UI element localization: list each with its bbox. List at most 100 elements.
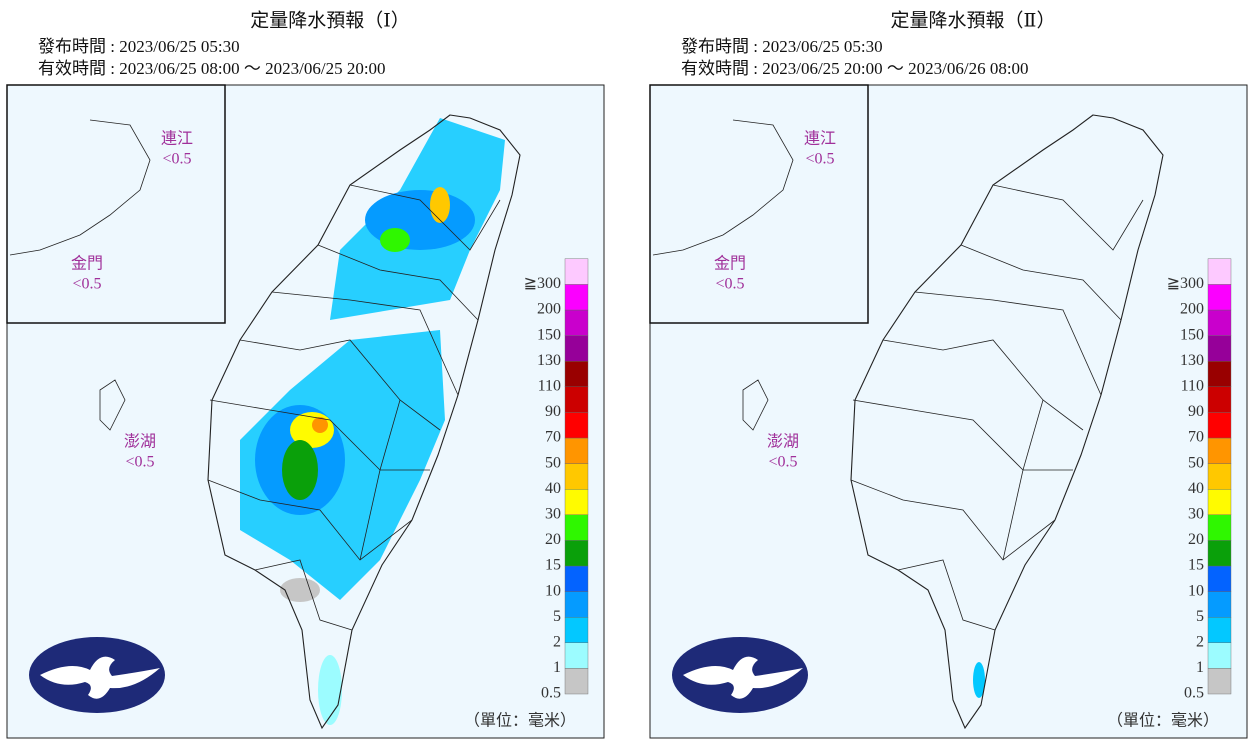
legend-swatch <box>564 412 589 439</box>
legend-swatch <box>1207 489 1232 516</box>
legend-label: 50 <box>1188 454 1204 471</box>
legend-swatch <box>1207 412 1232 439</box>
valid-time: 有效時間 : 2023/06/25 08:00 ～ 2023/06/25 20:… <box>38 59 386 78</box>
legend-swatch <box>1207 361 1232 388</box>
island-name: 澎湖 <box>124 433 156 451</box>
island-name: 金門 <box>71 255 103 273</box>
county-border <box>882 339 1084 431</box>
legend-label: 40 <box>545 480 561 497</box>
legend-swatch <box>564 540 589 567</box>
county-border <box>359 399 401 561</box>
page-title: 定量降水預報（Ⅱ） <box>891 9 1056 31</box>
legend-label: 90 <box>545 403 561 420</box>
legend-label: 50 <box>545 454 561 471</box>
county-border <box>852 399 1073 471</box>
island-value: <0.5 <box>715 276 744 293</box>
legend-label: 5 <box>553 608 561 625</box>
island-name: 連江 <box>804 130 836 148</box>
county-border <box>1002 399 1044 561</box>
county-border <box>992 184 1144 251</box>
legend-swatch <box>564 361 589 388</box>
inset-frame <box>649 84 869 324</box>
legend-swatch <box>1207 617 1232 644</box>
legend-label: 30 <box>1188 505 1204 522</box>
inset-coast <box>652 119 794 256</box>
legend-label: ≧300 <box>1167 275 1204 292</box>
legend-swatch <box>564 591 589 618</box>
legend-swatch <box>1207 309 1232 336</box>
legend-label: 30 <box>545 505 561 522</box>
rain-blobs <box>973 662 985 698</box>
legend-swatch <box>1207 258 1232 285</box>
penghu <box>742 379 769 431</box>
legend-swatch <box>1207 668 1232 695</box>
legend-label: 200 <box>1180 301 1204 318</box>
legend-label: 15 <box>1188 557 1204 574</box>
legend-swatch <box>1207 540 1232 567</box>
legend-label: 110 <box>1181 377 1204 394</box>
legend-swatch <box>564 309 589 336</box>
legend-label: 130 <box>537 352 561 369</box>
legend-swatch <box>564 489 589 516</box>
island-name: 澎湖 <box>767 433 799 451</box>
county-border <box>914 291 1102 396</box>
legend-swatch <box>564 386 589 413</box>
legend-swatch <box>564 258 589 285</box>
legend-label: 10 <box>545 582 561 599</box>
legend-label: 40 <box>1188 480 1204 497</box>
island-name: 連江 <box>161 130 193 148</box>
legend-swatch <box>564 463 589 490</box>
county-border <box>897 559 996 631</box>
legend-swatch <box>564 514 589 541</box>
county-border <box>207 479 413 561</box>
island-value: <0.5 <box>125 454 154 471</box>
legend-swatch <box>564 437 589 464</box>
county-border <box>317 244 479 321</box>
legend-swatch <box>1207 514 1232 541</box>
legend-swatch <box>564 565 589 592</box>
coastline <box>850 114 1164 730</box>
county-border <box>254 559 353 631</box>
island-name: 金門 <box>714 255 746 273</box>
legend-label: 70 <box>1188 429 1204 446</box>
island-value: <0.5 <box>162 151 191 168</box>
legend-swatch <box>1207 565 1232 592</box>
legend-swatch <box>1207 437 1232 464</box>
legend-label: 150 <box>1180 326 1204 343</box>
legend-label: 5 <box>1196 608 1204 625</box>
legend-label: 200 <box>537 301 561 318</box>
logo-swirl <box>683 656 803 699</box>
legend-swatch <box>1207 284 1232 311</box>
legend-label: 20 <box>1188 531 1204 548</box>
legend-swatch <box>1207 642 1232 669</box>
legend-label: 1 <box>1196 659 1204 676</box>
legend-swatch <box>564 335 589 362</box>
coastline <box>207 114 521 730</box>
legend-swatch <box>1207 463 1232 490</box>
island-value: <0.5 <box>768 454 797 471</box>
rain-blobs <box>240 118 505 725</box>
legend-swatch <box>1207 335 1232 362</box>
legend-swatch <box>564 617 589 644</box>
island-value: <0.5 <box>72 276 101 293</box>
legend-label: 70 <box>545 429 561 446</box>
legend-swatch <box>564 284 589 311</box>
island-value: <0.5 <box>805 151 834 168</box>
county-border <box>239 339 441 431</box>
legend-label: ≧300 <box>524 275 561 292</box>
county-border <box>850 479 1056 561</box>
county-border <box>209 399 430 471</box>
legend-label: 15 <box>545 557 561 574</box>
legend-label: 0.5 <box>541 685 561 702</box>
panel: 定量降水預報（Ⅱ） 發布時間 : 2023/06/25 05:30 有效時間 : 2… <box>649 9 1248 739</box>
legend-label: 0.5 <box>1184 685 1204 702</box>
inset-coast <box>9 119 151 256</box>
legend-swatch <box>564 668 589 695</box>
county-border <box>271 291 459 396</box>
unit-label: （單位：毫米） <box>1107 711 1219 730</box>
legend-swatch <box>1207 591 1232 618</box>
legend-label: 1 <box>553 659 561 676</box>
legend-label: 150 <box>537 326 561 343</box>
legend-swatch <box>1207 386 1232 413</box>
